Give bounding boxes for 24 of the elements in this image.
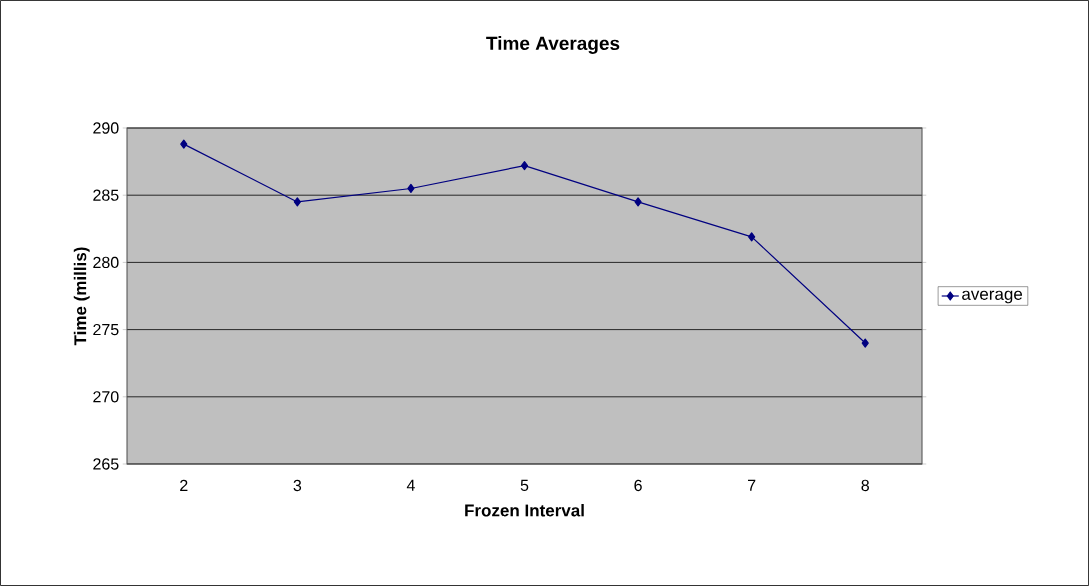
y-tick-label: 265 bbox=[93, 458, 119, 470]
y-axis-title: Time (millis) bbox=[73, 247, 90, 346]
legend-label: average bbox=[962, 290, 1023, 304]
point bbox=[861, 338, 869, 348]
point bbox=[293, 197, 301, 207]
x-axis-title: Frozen Interval bbox=[465, 504, 584, 517]
x-tick-label: 3 bbox=[293, 479, 302, 492]
point bbox=[520, 161, 529, 171]
y-tick-label: 285 bbox=[93, 189, 119, 201]
x-tick-label: 2 bbox=[180, 479, 188, 491]
point bbox=[407, 183, 415, 194]
point bbox=[634, 197, 642, 207]
x-tick-label: 4 bbox=[406, 479, 415, 491]
y-tick-label: 275 bbox=[93, 323, 119, 336]
x-tick-label: 6 bbox=[634, 479, 642, 492]
y-tick-label: 270 bbox=[93, 391, 119, 403]
chart-title: Time Averages bbox=[486, 36, 620, 54]
x-tick-label: 7 bbox=[748, 479, 756, 491]
y-tick-label: 290 bbox=[93, 122, 119, 134]
point bbox=[748, 232, 756, 242]
x-tick-label: 8 bbox=[861, 479, 869, 492]
y-tick-label: 280 bbox=[93, 256, 119, 269]
x-tick-label: 5 bbox=[520, 479, 529, 491]
point bbox=[180, 139, 188, 149]
